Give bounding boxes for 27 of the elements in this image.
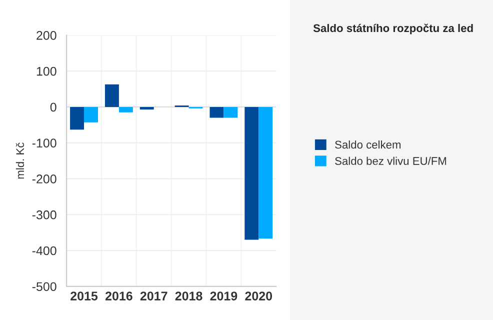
x-tick-label: 2019	[210, 292, 238, 300]
bar	[224, 106, 238, 118]
y-axis-title: mld. Kč	[16, 142, 24, 179]
bar	[70, 106, 84, 130]
bar	[84, 106, 98, 122]
bar	[118, 106, 133, 112]
bar	[258, 106, 273, 239]
y-tick-label: -400	[32, 246, 56, 256]
y-tick-label: 0	[50, 102, 56, 112]
bar	[104, 84, 119, 107]
x-tick-label: 2017	[140, 292, 168, 300]
y-tick-label: -500	[32, 282, 56, 292]
bar	[244, 106, 259, 240]
y-tick-label: -100	[32, 138, 56, 148]
text: Saldo státního rozpočtu za led	[313, 24, 473, 34]
legend-label: Saldo celkem	[335, 140, 401, 149]
y-tick-label: -300	[32, 210, 56, 220]
legend-label: Saldo bez vlivu EU/FM	[335, 156, 446, 165]
y-tick-label: -200	[32, 174, 56, 184]
x-tick-label: 2016	[105, 292, 132, 300]
x-tick-label: 2020	[245, 292, 272, 300]
bar	[210, 106, 224, 118]
bar	[140, 106, 154, 110]
x-tick-label: 2015	[70, 292, 98, 300]
x-tick-label: 2018	[175, 292, 202, 300]
y-tick-label: 200	[36, 31, 56, 40]
y-tick-label: 100	[36, 66, 56, 76]
